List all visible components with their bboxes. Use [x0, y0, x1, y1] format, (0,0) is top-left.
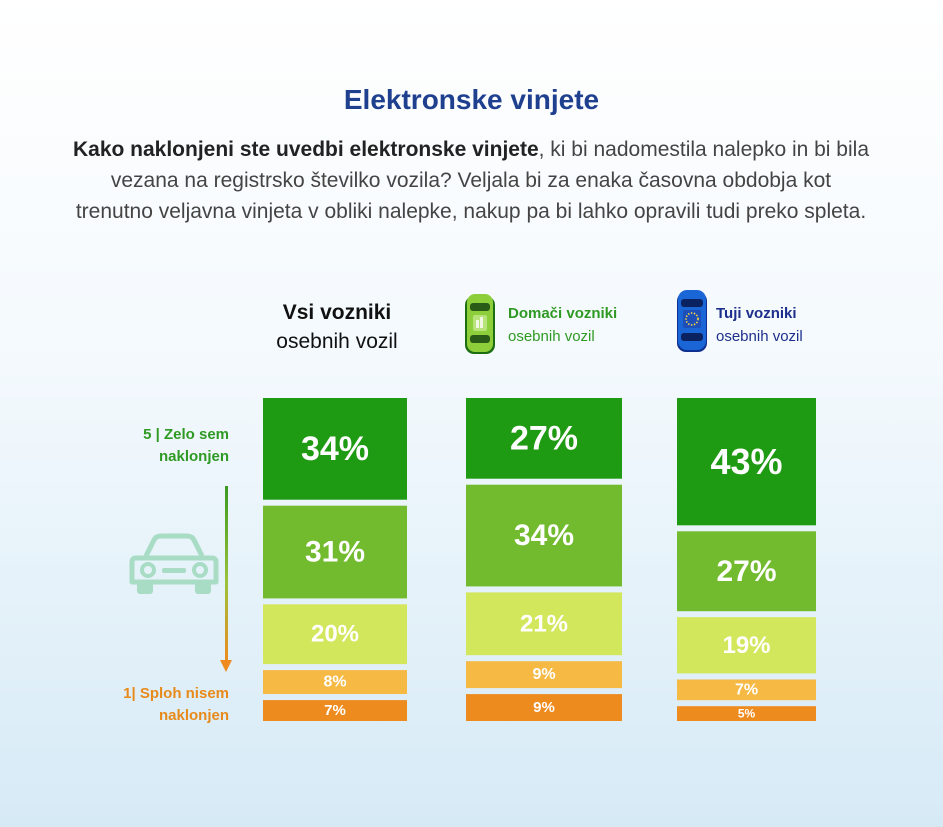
column-header-domestic-line2: osebnih vozil [508, 328, 595, 345]
bar-segment-c1-l0 [466, 398, 622, 479]
bar-label-c1-l4: 9% [533, 699, 555, 716]
question-rest: , ki bi nadomestila nalepko in bi bila v… [75, 138, 870, 223]
bar-label-c1-l1: 34% [514, 519, 574, 552]
bar-label-c2-l4: 5% [738, 707, 756, 721]
bar-segment-c2-l4 [677, 706, 816, 721]
bar-segment-c2-l2 [677, 617, 816, 674]
column-header-foreign-line1: Tuji vozniki [716, 305, 797, 322]
bar-segment-c2-l0 [677, 398, 816, 526]
column-header-domestic-line1: Domači vozniki [508, 305, 618, 322]
bar-label-c1-l0: 27% [510, 419, 578, 457]
bar-segment-c1-l2 [466, 592, 622, 656]
bar-label-c0-l2: 20% [311, 621, 359, 648]
blue-eu-car-icon [677, 290, 707, 352]
green-car-icon [465, 294, 495, 354]
bar-segment-c1-l4 [466, 694, 622, 721]
column-header-all-line2: osebnih vozil [276, 330, 398, 353]
bar-label-c2-l3: 7% [735, 681, 758, 698]
column-header-foreign-line2: osebnih vozil [716, 328, 803, 345]
bar-label-c2-l2: 19% [722, 632, 770, 659]
scale-bottom-label-line1: 1| Sploh nisem [123, 685, 229, 702]
bar-segment-c0-l0 [263, 398, 407, 500]
question-bold: Kako naklonjeni ste uvedbi elektronske v… [72, 138, 539, 161]
bar-label-c1-l2: 21% [520, 610, 568, 637]
chart-title: Elektronske vinjete [343, 84, 600, 115]
bar-label-c1-l3: 9% [532, 666, 555, 683]
bar-segment-c2-l3 [677, 679, 816, 701]
column-header-all-line1: Vsi vozniki [282, 301, 392, 324]
bar-label-c0-l1: 31% [305, 536, 365, 569]
scale-top-label: 5 | Zelo sem naklonjen [143, 424, 229, 468]
bar-segment-c1-l3 [466, 661, 622, 689]
scale-arrow-icon [220, 486, 232, 672]
bar-label-c2-l1: 27% [716, 555, 776, 588]
bar-segment-c0-l2 [263, 604, 407, 665]
bar-label-c0-l3: 8% [323, 674, 346, 691]
bar-segment-c1-l1 [466, 484, 622, 587]
bar-segment-c0-l1 [263, 505, 407, 599]
scale-bottom-label-line2: naklonjen [158, 707, 229, 724]
bar-segment-c2-l1 [677, 531, 816, 612]
bar-segment-c0-l3 [263, 670, 407, 694]
scale-top-label-line2: naklonjen [158, 448, 229, 465]
column-header-all: Vsi vozniki osebnih vozil [255, 298, 419, 356]
scale-bottom-label: 1| Sploh nisem naklonjen [123, 683, 229, 727]
bar-label-c2-l0: 43% [710, 441, 782, 482]
scale-top-label-line1: 5 | Zelo sem [143, 426, 229, 443]
bar-label-c0-l4: 7% [324, 702, 346, 719]
bar-segment-c0-l4 [263, 700, 407, 721]
bar-label-c0-l0: 34% [301, 430, 369, 468]
column-header-foreign: Tuji vozniki osebnih vozil [716, 302, 803, 348]
car-front-icon [129, 533, 219, 594]
survey-question: Kako naklonjeni ste uvedbi elektronske v… [71, 134, 871, 227]
column-header-domestic: Domači vozniki osebnih vozil [508, 302, 617, 348]
